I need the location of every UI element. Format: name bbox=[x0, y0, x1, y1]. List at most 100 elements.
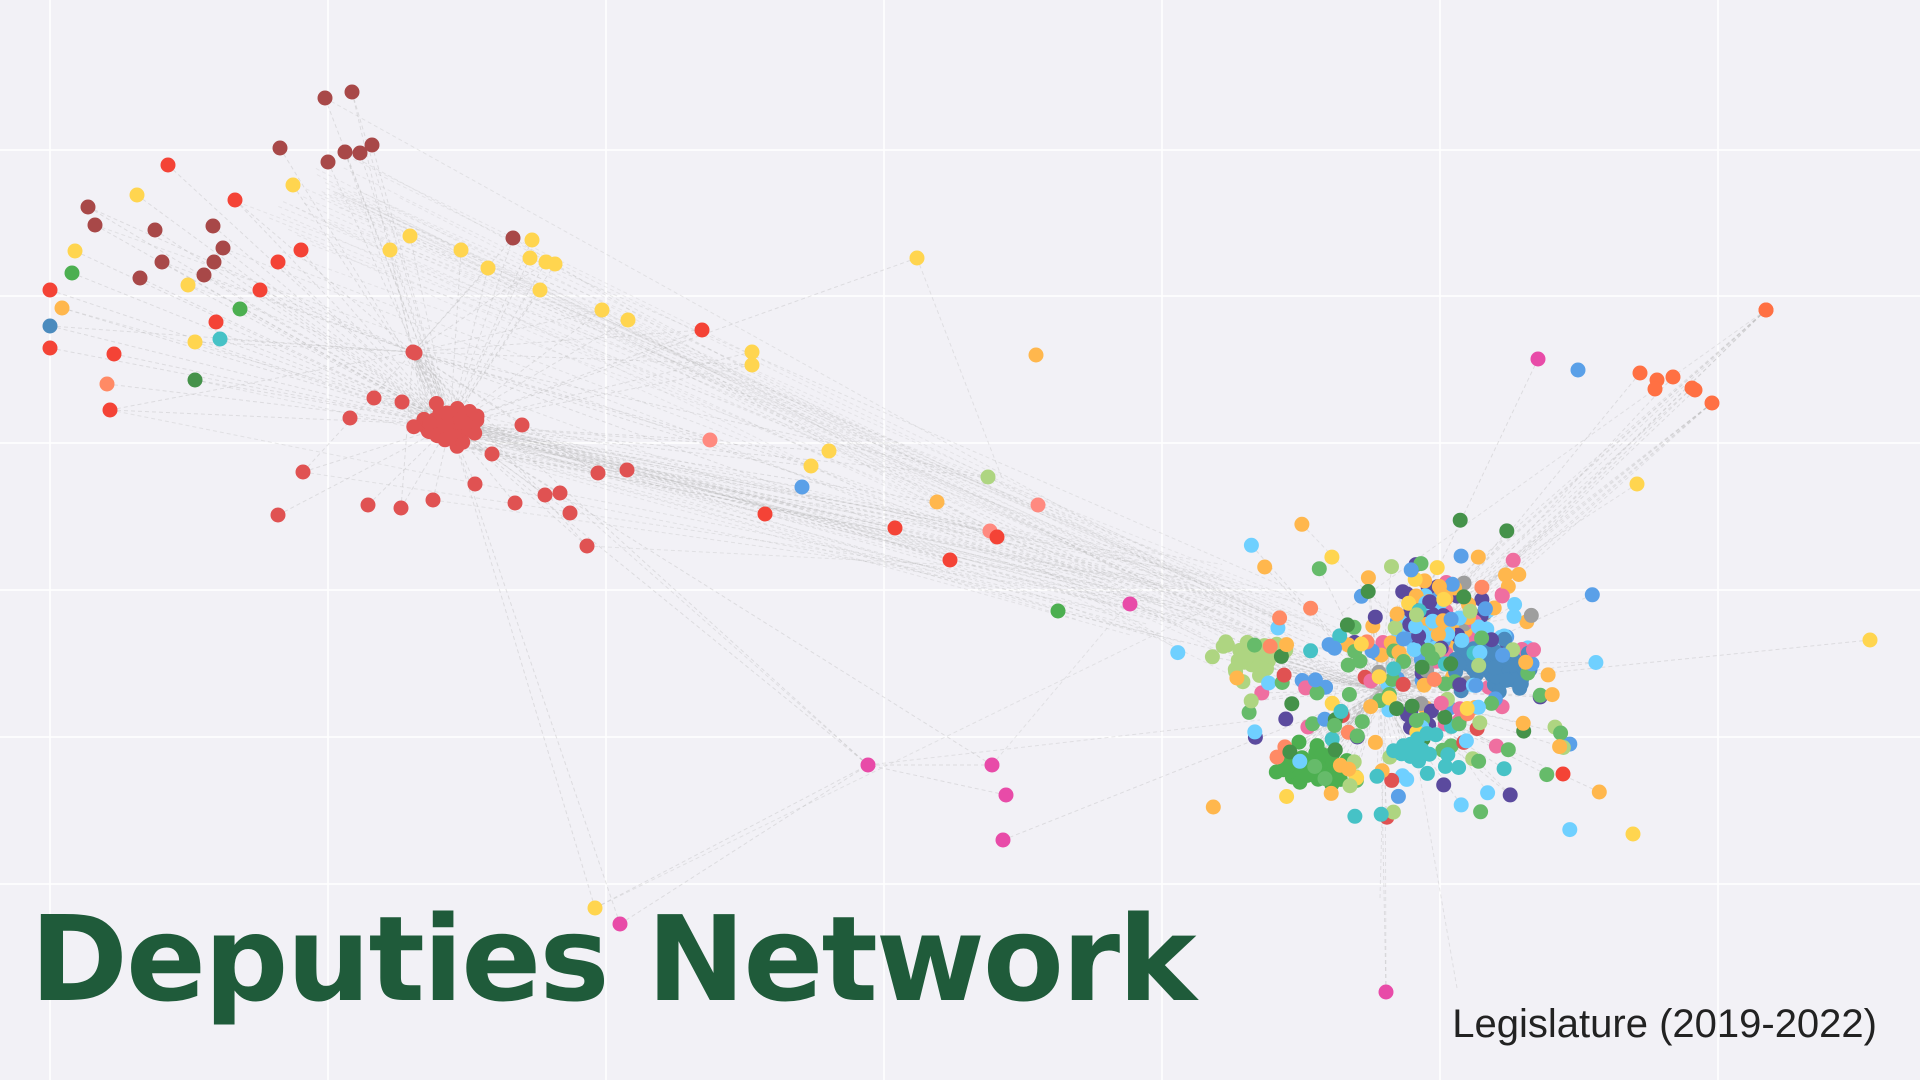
deputy-node[interactable] bbox=[1269, 749, 1285, 765]
deputy-node[interactable] bbox=[1262, 638, 1278, 654]
deputy-node[interactable] bbox=[1471, 753, 1487, 769]
deputy-node[interactable] bbox=[1272, 610, 1288, 626]
deputy-node[interactable] bbox=[1309, 685, 1325, 701]
deputy-node[interactable] bbox=[212, 331, 228, 347]
deputy-node[interactable] bbox=[1505, 552, 1521, 568]
deputy-node[interactable] bbox=[1544, 687, 1560, 703]
deputy-node[interactable] bbox=[1403, 562, 1419, 578]
deputy-node[interactable] bbox=[887, 520, 903, 536]
deputy-node[interactable] bbox=[196, 267, 212, 283]
deputy-node[interactable] bbox=[87, 217, 103, 233]
deputy-node[interactable] bbox=[1291, 734, 1307, 750]
deputy-node[interactable] bbox=[1389, 701, 1405, 717]
deputy-node[interactable] bbox=[1420, 642, 1436, 658]
deputy-node[interactable] bbox=[1496, 761, 1512, 777]
deputy-node[interactable] bbox=[364, 137, 380, 153]
deputy-node[interactable] bbox=[160, 157, 176, 173]
deputy-node[interactable] bbox=[1347, 808, 1363, 824]
deputy-node[interactable] bbox=[1261, 675, 1277, 691]
deputy-node[interactable] bbox=[1570, 362, 1586, 378]
deputy-node[interactable] bbox=[1488, 738, 1504, 754]
deputy-node[interactable] bbox=[1862, 632, 1878, 648]
deputy-node[interactable] bbox=[1451, 760, 1467, 775]
deputy-node[interactable] bbox=[1632, 365, 1648, 381]
deputy-node[interactable] bbox=[1279, 637, 1294, 653]
deputy-node[interactable] bbox=[1440, 747, 1456, 763]
deputy-node[interactable] bbox=[437, 432, 453, 448]
deputy-node[interactable] bbox=[1687, 382, 1703, 398]
deputy-node[interactable] bbox=[422, 416, 438, 432]
deputy-node[interactable] bbox=[1443, 611, 1459, 627]
deputy-node[interactable] bbox=[402, 228, 418, 244]
deputy-node[interactable] bbox=[1390, 788, 1406, 804]
deputy-node[interactable] bbox=[1422, 594, 1438, 610]
deputy-node[interactable] bbox=[1474, 630, 1490, 646]
deputy-node[interactable] bbox=[995, 832, 1011, 848]
deputy-node[interactable] bbox=[1452, 677, 1468, 693]
deputy-node[interactable] bbox=[1471, 657, 1487, 673]
deputy-node[interactable] bbox=[272, 140, 288, 156]
deputy-node[interactable] bbox=[1647, 381, 1663, 397]
deputy-node[interactable] bbox=[1307, 759, 1323, 774]
deputy-node[interactable] bbox=[1307, 672, 1323, 688]
deputy-node[interactable] bbox=[1412, 745, 1427, 761]
deputy-node[interactable] bbox=[295, 464, 311, 480]
deputy-node[interactable] bbox=[1399, 771, 1415, 787]
deputy-node[interactable] bbox=[106, 346, 122, 362]
deputy-node[interactable] bbox=[1384, 772, 1400, 788]
deputy-node[interactable] bbox=[590, 465, 606, 481]
deputy-node[interactable] bbox=[587, 900, 603, 916]
deputy-node[interactable] bbox=[1419, 726, 1435, 742]
deputy-node[interactable] bbox=[1384, 559, 1399, 575]
deputy-node[interactable] bbox=[1028, 347, 1044, 363]
deputy-node[interactable] bbox=[860, 757, 876, 773]
deputy-node[interactable] bbox=[1540, 667, 1556, 683]
deputy-node[interactable] bbox=[405, 344, 421, 360]
deputy-node[interactable] bbox=[594, 302, 610, 318]
deputy-node[interactable] bbox=[1050, 603, 1066, 619]
deputy-node[interactable] bbox=[337, 144, 353, 160]
deputy-node[interactable] bbox=[1426, 672, 1442, 687]
deputy-node[interactable] bbox=[1386, 661, 1402, 677]
deputy-node[interactable] bbox=[1625, 826, 1641, 842]
deputy-node[interactable] bbox=[1497, 631, 1512, 647]
deputy-node[interactable] bbox=[1470, 699, 1486, 715]
deputy-node[interactable] bbox=[80, 199, 96, 215]
deputy-node[interactable] bbox=[562, 505, 578, 521]
deputy-node[interactable] bbox=[744, 344, 760, 360]
deputy-node[interactable] bbox=[1323, 785, 1339, 801]
deputy-node[interactable] bbox=[1284, 696, 1300, 712]
deputy-node[interactable] bbox=[1429, 560, 1445, 576]
deputy-node[interactable] bbox=[1341, 687, 1357, 702]
deputy-node[interactable] bbox=[1414, 659, 1430, 675]
deputy-node[interactable] bbox=[42, 340, 58, 356]
deputy-node[interactable] bbox=[1506, 608, 1522, 624]
deputy-node[interactable] bbox=[1502, 787, 1518, 803]
deputy-node[interactable] bbox=[1342, 778, 1358, 794]
deputy-node[interactable] bbox=[1276, 667, 1292, 683]
deputy-node[interactable] bbox=[1396, 631, 1411, 647]
deputy-node[interactable] bbox=[1243, 693, 1259, 709]
deputy-node[interactable] bbox=[439, 405, 455, 421]
deputy-node[interactable] bbox=[1381, 690, 1397, 706]
deputy-node[interactable] bbox=[484, 446, 500, 462]
deputy-node[interactable] bbox=[1591, 784, 1607, 800]
deputy-node[interactable] bbox=[205, 218, 221, 234]
deputy-node[interactable] bbox=[1349, 728, 1365, 744]
deputy-node[interactable] bbox=[1443, 656, 1459, 672]
deputy-node[interactable] bbox=[382, 242, 398, 258]
deputy-node[interactable] bbox=[270, 254, 286, 270]
deputy-node[interactable] bbox=[1436, 777, 1452, 793]
deputy-node[interactable] bbox=[1373, 806, 1389, 822]
deputy-node[interactable] bbox=[317, 90, 333, 106]
deputy-node[interactable] bbox=[1273, 648, 1289, 664]
deputy-node[interactable] bbox=[1243, 537, 1259, 553]
deputy-node[interactable] bbox=[285, 177, 301, 193]
deputy-node[interactable] bbox=[270, 507, 286, 523]
deputy-node[interactable] bbox=[1444, 576, 1460, 592]
deputy-node[interactable] bbox=[1204, 649, 1220, 665]
deputy-node[interactable] bbox=[54, 300, 70, 316]
deputy-node[interactable] bbox=[467, 476, 483, 492]
deputy-node[interactable] bbox=[320, 154, 336, 170]
deputy-node[interactable] bbox=[342, 410, 358, 426]
